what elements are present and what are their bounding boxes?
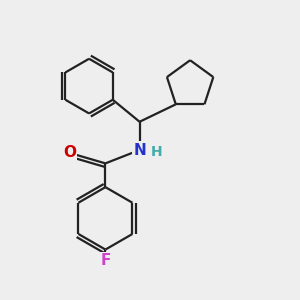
Text: H: H: [151, 146, 163, 159]
Text: N: N: [133, 142, 146, 158]
Text: F: F: [100, 254, 111, 268]
Text: O: O: [63, 146, 76, 160]
